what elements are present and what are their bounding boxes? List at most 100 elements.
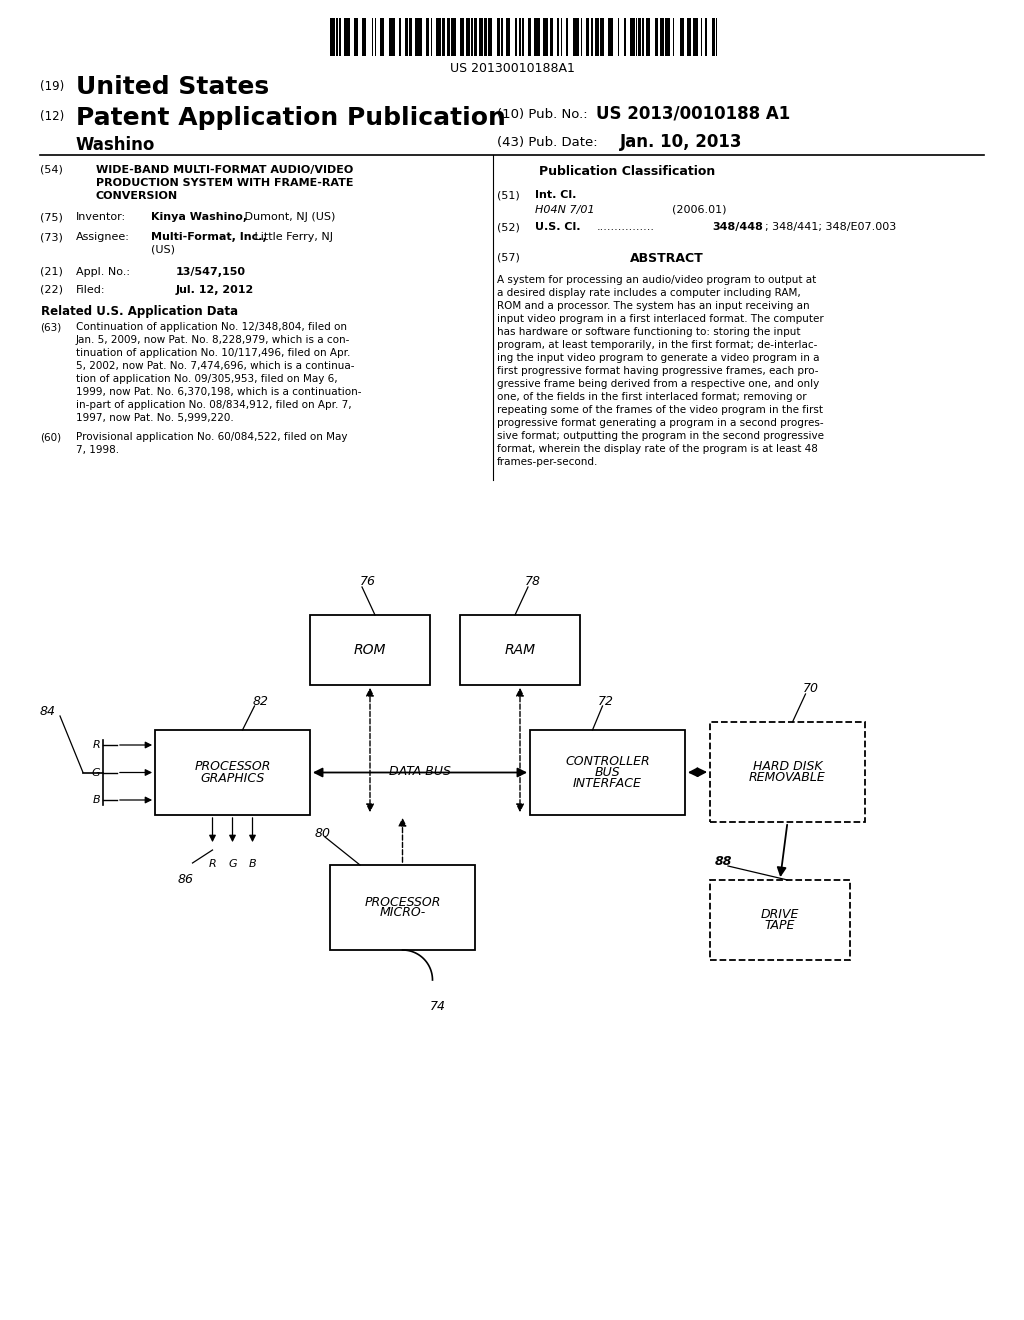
Bar xyxy=(474,18,476,55)
Bar xyxy=(581,18,583,55)
Text: Kinya Washino,: Kinya Washino, xyxy=(151,213,247,222)
Bar xyxy=(681,18,684,55)
Text: GRAPHICS: GRAPHICS xyxy=(201,771,264,784)
Text: 74: 74 xyxy=(429,1001,445,1012)
Text: PRODUCTION SYSTEM WITH FRAME-RATE: PRODUCTION SYSTEM WITH FRAME-RATE xyxy=(96,178,353,187)
Bar xyxy=(442,18,444,55)
Text: one, of the fields in the first interlaced format; removing or: one, of the fields in the first interlac… xyxy=(497,392,807,403)
Bar xyxy=(372,18,374,55)
Bar xyxy=(460,615,580,685)
Text: DATA BUS: DATA BUS xyxy=(389,766,451,777)
Text: Little Ferry, NJ: Little Ferry, NJ xyxy=(251,232,333,242)
Bar xyxy=(344,18,350,55)
Text: (73): (73) xyxy=(40,232,62,242)
Text: PROCESSOR: PROCESSOR xyxy=(365,895,440,908)
Bar xyxy=(630,18,635,55)
Text: progressive format generating a program in a second progres-: progressive format generating a program … xyxy=(497,418,823,428)
Bar xyxy=(705,18,708,55)
Text: Jan. 10, 2013: Jan. 10, 2013 xyxy=(620,133,742,150)
Text: 13/547,150: 13/547,150 xyxy=(176,267,246,277)
Text: a desired display rate includes a computer including RAM,: a desired display rate includes a comput… xyxy=(497,288,801,298)
Bar xyxy=(557,18,559,55)
Text: Appl. No.:: Appl. No.: xyxy=(76,267,130,277)
Bar xyxy=(608,18,613,55)
Bar xyxy=(561,18,562,55)
Text: H04N 7/01: H04N 7/01 xyxy=(535,205,595,215)
Bar xyxy=(591,18,593,55)
Bar xyxy=(471,18,473,55)
Bar xyxy=(716,18,718,55)
Text: 86: 86 xyxy=(177,873,194,886)
Text: gressive frame being derived from a respective one, and only: gressive frame being derived from a resp… xyxy=(497,379,819,389)
Text: United States: United States xyxy=(76,75,269,99)
Bar xyxy=(600,18,604,55)
Text: (54): (54) xyxy=(40,165,62,176)
Text: U.S. Cl.: U.S. Cl. xyxy=(535,222,581,232)
Bar xyxy=(330,18,335,55)
Bar xyxy=(636,18,637,55)
Text: 82: 82 xyxy=(253,696,268,708)
Text: 5, 2002, now Pat. No. 7,474,696, which is a continua-: 5, 2002, now Pat. No. 7,474,696, which i… xyxy=(76,360,354,371)
Text: 78: 78 xyxy=(525,576,541,587)
Text: tinuation of application No. 10/117,496, filed on Apr.: tinuation of application No. 10/117,496,… xyxy=(76,348,350,358)
Text: Int. Cl.: Int. Cl. xyxy=(535,190,577,201)
Bar xyxy=(155,730,310,814)
Text: ing the input video program to generate a video program in a: ing the input video program to generate … xyxy=(497,352,819,363)
Text: 72: 72 xyxy=(597,696,613,708)
Text: 1999, now Pat. No. 6,370,198, which is a continuation-: 1999, now Pat. No. 6,370,198, which is a… xyxy=(76,387,361,397)
Bar xyxy=(361,18,366,55)
Bar xyxy=(398,18,401,55)
Text: R: R xyxy=(209,859,216,869)
Bar xyxy=(375,18,376,55)
Bar xyxy=(380,18,384,55)
Text: G: G xyxy=(228,859,237,869)
Text: Continuation of application No. 12/348,804, filed on: Continuation of application No. 12/348,8… xyxy=(76,322,347,333)
Bar xyxy=(642,18,643,55)
Text: Publication Classification: Publication Classification xyxy=(539,165,715,178)
Text: sive format; outputting the program in the second progressive: sive format; outputting the program in t… xyxy=(497,432,824,441)
Text: 1997, now Pat. No. 5,999,220.: 1997, now Pat. No. 5,999,220. xyxy=(76,413,233,422)
Text: G: G xyxy=(91,767,100,777)
Bar xyxy=(310,615,430,685)
Text: R: R xyxy=(92,741,100,750)
Text: BUS: BUS xyxy=(595,766,621,779)
Bar xyxy=(618,18,620,55)
Text: (52): (52) xyxy=(497,222,520,232)
Text: TAPE: TAPE xyxy=(765,919,796,932)
Text: input video program in a first interlaced format. The computer: input video program in a first interlace… xyxy=(497,314,823,323)
Text: ABSTRACT: ABSTRACT xyxy=(630,252,703,265)
Text: 7, 1998.: 7, 1998. xyxy=(76,445,119,455)
Bar xyxy=(484,18,486,55)
Bar xyxy=(466,18,470,55)
Text: Filed:: Filed: xyxy=(76,285,105,294)
Text: (2006.01): (2006.01) xyxy=(672,205,726,215)
Bar xyxy=(595,18,599,55)
Text: ; 348/441; 348/E07.003: ; 348/441; 348/E07.003 xyxy=(765,222,896,232)
Text: MICRO-: MICRO- xyxy=(379,907,426,920)
Bar xyxy=(573,18,579,55)
Text: B: B xyxy=(92,795,100,805)
Bar xyxy=(406,18,408,55)
Text: (75): (75) xyxy=(40,213,62,222)
Bar xyxy=(673,18,674,55)
Bar xyxy=(625,18,626,55)
Text: Jul. 12, 2012: Jul. 12, 2012 xyxy=(176,285,254,294)
Bar xyxy=(660,18,664,55)
Text: (US): (US) xyxy=(151,246,175,255)
Text: B: B xyxy=(249,859,256,869)
Bar xyxy=(354,18,358,55)
Text: Washino: Washino xyxy=(76,136,156,154)
Text: (60): (60) xyxy=(40,432,61,442)
Bar xyxy=(339,18,341,55)
Bar xyxy=(488,18,492,55)
Bar xyxy=(436,18,441,55)
Text: (43) Pub. Date:: (43) Pub. Date: xyxy=(497,136,598,149)
Text: repeating some of the frames of the video program in the first: repeating some of the frames of the vide… xyxy=(497,405,823,414)
Text: (22): (22) xyxy=(40,285,63,294)
Text: Related U.S. Application Data: Related U.S. Application Data xyxy=(41,305,239,318)
Text: 348/448: 348/448 xyxy=(712,222,763,232)
Text: format, wherein the display rate of the program is at least 48: format, wherein the display rate of the … xyxy=(497,444,818,454)
Text: Inventor:: Inventor: xyxy=(76,213,126,222)
Text: US 20130010188A1: US 20130010188A1 xyxy=(450,62,574,75)
Text: CONTROLLER: CONTROLLER xyxy=(565,755,650,768)
